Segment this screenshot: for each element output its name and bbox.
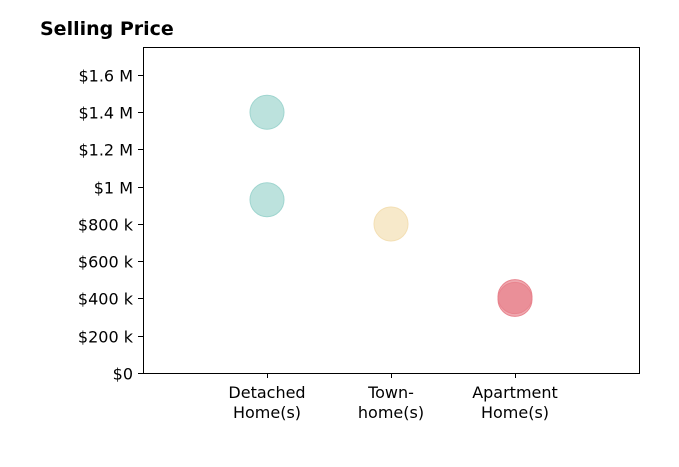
y-tick-label: $1 M: [94, 179, 133, 198]
plot-frame: [143, 47, 640, 374]
data-point: [249, 94, 285, 130]
chart-title: Selling Price: [40, 18, 174, 40]
x-axis: DetachedHome(s)Town-home(s)ApartmentHome…: [228, 373, 558, 422]
y-tick-label: $1.6 M: [78, 67, 133, 86]
x-tick-label: Home(s): [233, 403, 301, 422]
x-tick-label: Apartment: [472, 383, 558, 402]
y-tick-label: $200 k: [78, 328, 134, 347]
data-points: [249, 94, 533, 317]
x-tick-label: home(s): [358, 403, 424, 422]
y-axis: $0 $200 k $400 k $600 k $800 k $1 M $1.2 M $1.4…: [78, 67, 143, 384]
y-tick-label: $0: [113, 365, 133, 384]
x-tick-label: Home(s): [481, 403, 549, 422]
data-point: [373, 206, 409, 242]
y-tick-label: $800 k: [78, 216, 134, 235]
data-point: [497, 281, 533, 317]
x-tick-label: Town-: [367, 383, 414, 402]
y-tick-label: $1.2 M: [78, 141, 133, 160]
x-tick-label: Detached: [228, 383, 305, 402]
data-point: [249, 182, 285, 218]
y-tick-label: $1.4 M: [78, 104, 133, 123]
y-tick-label: $400 k: [78, 290, 134, 309]
y-tick-label: $600 k: [78, 253, 134, 272]
